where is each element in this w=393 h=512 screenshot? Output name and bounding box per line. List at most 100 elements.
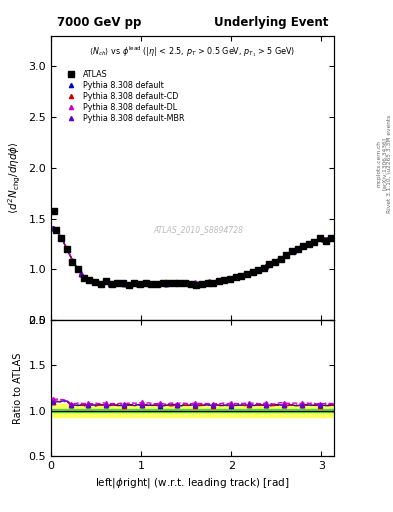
Pythia 8.308 default-MBR [207,279,211,285]
Pythia 8.308 default-CD [306,240,311,246]
Pythia 8.308 default-DL [178,280,183,286]
Pythia 8.308 default [235,274,240,280]
ATLAS [239,273,244,279]
ATLAS [143,280,148,286]
Pythia 8.308 default-MBR [306,241,311,247]
Pythia 8.308 default-MBR [264,263,268,269]
Pythia 8.308 default-CD [150,281,155,287]
Y-axis label: Ratio to ATLAS: Ratio to ATLAS [13,352,23,423]
Pythia 8.308 default-CD [79,270,84,276]
Pythia 8.308 default-CD [193,280,197,286]
Pythia 8.308 default-DL [93,279,98,285]
Pythia 8.308 default-MBR [320,236,325,242]
Pythia 8.308 default [207,279,211,285]
Pythia 8.308 default [51,225,55,231]
Pythia 8.308 default-CD [249,269,254,275]
Pythia 8.308 default-MBR [164,281,169,287]
Pythia 8.308 default [249,269,254,275]
Pythia 8.308 default [178,280,183,286]
Pythia 8.308 default-MBR [51,225,55,231]
Pythia 8.308 default [221,277,226,283]
Text: $\langle N_{ch}\rangle$ vs $\phi^\mathrm{lead}$ ($|\eta|$ < 2.5, $p_T$ > 0.5 GeV: $\langle N_{ch}\rangle$ vs $\phi^\mathrm… [89,45,296,59]
ATLAS [256,267,261,273]
Pythia 8.308 default-MBR [178,280,183,286]
Text: Rivet 3.1.10, \u2265 3.3M events: Rivet 3.1.10, \u2265 3.3M events [387,115,391,213]
Y-axis label: $\langle d^2 N_\mathrm{chg}/d\eta d\phi \rangle$: $\langle d^2 N_\mathrm{chg}/d\eta d\phi … [7,142,23,215]
Pythia 8.308 default-MBR [150,281,155,287]
Pythia 8.308 default-DL [51,225,55,231]
Pythia 8.308 default-DL [292,247,297,253]
ATLAS [110,281,114,287]
Pythia 8.308 default-CD [65,246,70,252]
Pythia 8.308 default-MBR [65,246,70,252]
Pythia 8.308 default-MBR [136,281,140,287]
Pythia 8.308 default-DL [65,246,70,252]
Pythia 8.308 default-CD [93,279,98,285]
Pythia 8.308 default-CD [207,279,211,285]
Bar [51,404,334,417]
Pythia 8.308 default-CD [107,281,112,287]
Pythia 8.308 default-DL [207,279,211,285]
Pythia 8.308 default-DL [136,280,140,286]
Text: [arXiv:1306.3436]: [arXiv:1306.3436] [382,137,387,190]
Pythia 8.308 default-CD [136,281,140,287]
Pythia 8.308 default-MBR [121,281,126,287]
Line: Pythia 8.308 default: Pythia 8.308 default [51,226,325,286]
Pythia 8.308 default-DL [107,280,112,286]
Pythia 8.308 default-DL [306,240,311,246]
Pythia 8.308 default [107,281,112,287]
Pythia 8.308 default-DL [79,270,84,276]
Pythia 8.308 default-CD [278,255,283,261]
Text: Underlying Event: Underlying Event [214,16,329,29]
Pythia 8.308 default-MBR [235,274,240,280]
Pythia 8.308 default [136,281,140,287]
Pythia 8.308 default-CD [264,263,268,269]
Pythia 8.308 default [150,281,155,287]
Text: ATLAS_2010_S8894728: ATLAS_2010_S8894728 [153,225,243,234]
Pythia 8.308 default [93,279,98,285]
Pythia 8.308 default-CD [320,236,325,242]
ATLAS [127,282,131,288]
Pythia 8.308 default-MBR [193,280,197,286]
Text: 7000 GeV pp: 7000 GeV pp [57,16,141,29]
Pythia 8.308 default-DL [150,280,155,286]
Pythia 8.308 default-DL [193,280,197,286]
Pythia 8.308 default [320,236,325,242]
Pythia 8.308 default-CD [164,280,169,286]
Pythia 8.308 default [306,241,311,247]
Pythia 8.308 default-MBR [79,271,84,277]
Pythia 8.308 default-MBR [93,280,98,286]
Pythia 8.308 default [193,280,197,286]
Pythia 8.308 default-DL [164,280,169,286]
Pythia 8.308 default-DL [278,255,283,261]
ATLAS [329,234,334,241]
Pythia 8.308 default [264,263,268,269]
Pythia 8.308 default-DL [320,236,325,242]
ATLAS [138,281,142,287]
Pythia 8.308 default-DL [249,269,254,275]
Pythia 8.308 default-DL [264,263,268,269]
Pythia 8.308 default-MBR [292,248,297,254]
Line: ATLAS: ATLAS [51,208,334,287]
Pythia 8.308 default-CD [121,281,126,287]
Pythia 8.308 default-MBR [221,277,226,283]
Legend: ATLAS, Pythia 8.308 default, Pythia 8.308 default-CD, Pythia 8.308 default-DL, P: ATLAS, Pythia 8.308 default, Pythia 8.30… [61,68,186,124]
Line: Pythia 8.308 default-CD: Pythia 8.308 default-CD [51,226,325,286]
Text: mcplots.cern.ch: mcplots.cern.ch [377,140,382,187]
X-axis label: left|$\phi$right| (w.r.t. leading track) [rad]: left|$\phi$right| (w.r.t. leading track)… [95,476,290,490]
Pythia 8.308 default [278,255,283,262]
Pythia 8.308 default [65,246,70,252]
Pythia 8.308 default-CD [221,276,226,283]
Pythia 8.308 default-CD [178,280,183,286]
Pythia 8.308 default [121,281,126,287]
Pythia 8.308 default-MBR [278,255,283,262]
Line: Pythia 8.308 default-MBR: Pythia 8.308 default-MBR [51,226,325,286]
Pythia 8.308 default-CD [51,225,55,231]
Pythia 8.308 default-MBR [107,281,112,287]
Pythia 8.308 default-DL [235,273,240,280]
Pythia 8.308 default-CD [292,247,297,253]
Pythia 8.308 default [292,247,297,253]
Line: Pythia 8.308 default-DL: Pythia 8.308 default-DL [51,225,325,285]
Pythia 8.308 default [79,271,84,277]
ATLAS [323,238,328,244]
